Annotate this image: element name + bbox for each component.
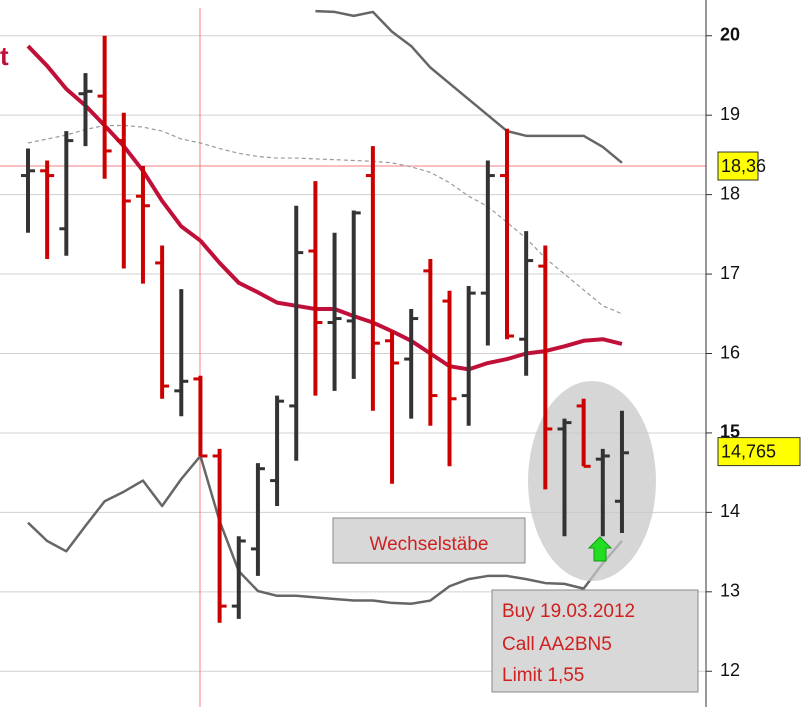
highlight-ellipse [528, 381, 656, 581]
buy-arrow [587, 536, 613, 562]
indicator-line [27, 454, 623, 605]
signal-line: Limit 1,55 [502, 665, 584, 686]
signal-line: Call AA2BN5 [502, 634, 612, 655]
indicator-line [26, 44, 623, 372]
chart-title: t [0, 41, 9, 71]
ohlc-bars [21, 35, 629, 623]
pattern-label: Wechselstäbe [370, 534, 489, 555]
y-tick-label: 18 [720, 183, 740, 203]
y-tick-label: 13 [720, 581, 740, 601]
price-box [717, 437, 801, 467]
price-label: 14,765 [721, 441, 776, 461]
indicator-line [27, 124, 623, 315]
y-tick-label: 16 [720, 342, 740, 362]
signal-line: Buy 19.03.2012 [502, 601, 635, 622]
y-tick-label: 12 [720, 660, 740, 680]
y-tick-label: 20 [720, 24, 740, 44]
plot [26, 9, 623, 605]
indicator-line [315, 9, 623, 164]
y-tick-label: 14 [720, 501, 740, 521]
y-tick-label: 15 [720, 422, 740, 442]
price-label: 18,36 [721, 156, 766, 176]
price-box [717, 151, 759, 181]
y-tick-label: 17 [720, 263, 740, 283]
signal-box [491, 589, 699, 693]
pattern-box [332, 517, 526, 564]
y-tick-label: 19 [720, 104, 740, 124]
